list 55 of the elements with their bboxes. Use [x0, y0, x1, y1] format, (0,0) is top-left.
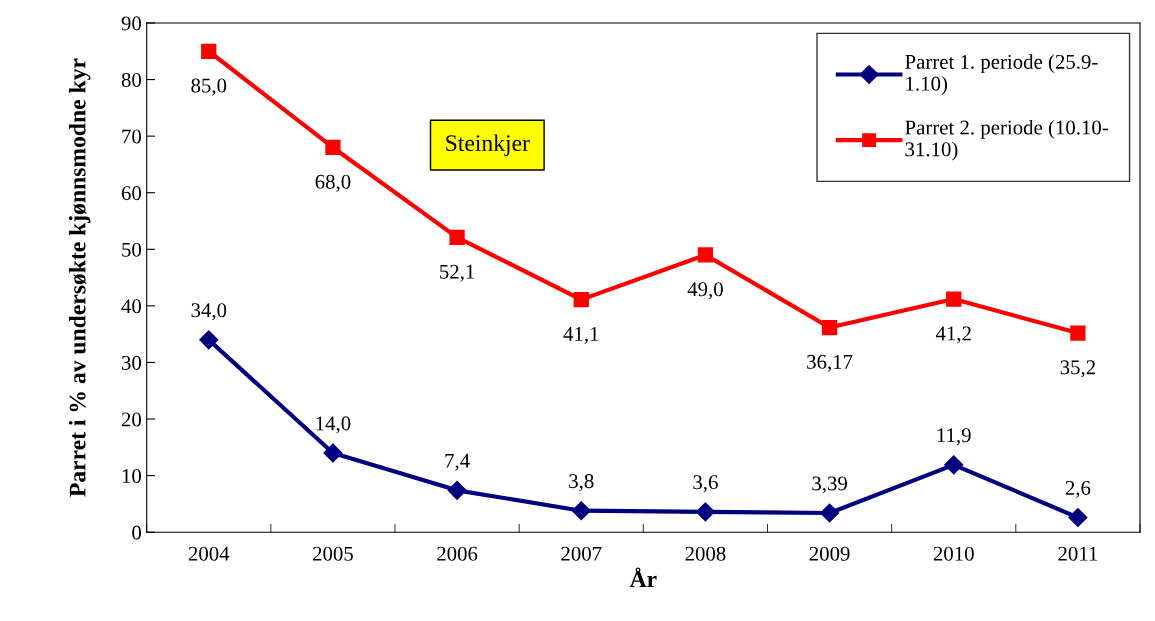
- data-label: 85,0: [191, 78, 227, 96]
- point: [1070, 325, 1086, 341]
- y-tick-label: 10: [122, 468, 142, 484]
- data-label: 2,6: [1065, 480, 1091, 498]
- point: [695, 502, 715, 522]
- x-tick-label: 2007: [561, 546, 602, 561]
- legend-label: Parret 2. periode (10.10- 31.10): [905, 119, 1108, 161]
- y-tick-label: 70: [122, 129, 142, 144]
- x-tick-label: 2005: [313, 546, 353, 561]
- point: [449, 229, 465, 246]
- point: [821, 319, 838, 336]
- data-label: 3,8: [569, 474, 594, 492]
- data-label: 41,2: [935, 326, 971, 344]
- x-tick-label: 2009: [809, 546, 850, 561]
- point: [199, 330, 219, 350]
- y-axis-title: Parret i % av undersøkte kjønnsmodne kyr: [68, 58, 91, 497]
- y-tick-label: 80: [121, 72, 142, 87]
- point: [1068, 507, 1088, 528]
- y-tick-label: 60: [121, 186, 142, 201]
- data-label: 14,0: [316, 416, 351, 434]
- point: [323, 443, 343, 463]
- data-label: 3,39: [812, 476, 847, 494]
- point: [573, 292, 589, 308]
- x-tick-label: 2008: [685, 546, 726, 561]
- point: [820, 503, 840, 523]
- legend-label: Parret 1. periode (25.9- 1.10): [905, 54, 1098, 95]
- data-label: 7,4: [445, 453, 470, 471]
- data-label: 36,17: [807, 354, 853, 372]
- point: [697, 247, 714, 263]
- annotation: Steinkjer: [446, 134, 530, 156]
- point: [944, 455, 964, 475]
- point: [946, 291, 962, 307]
- y-tick-label: 30: [121, 355, 142, 370]
- y-tick-label: 20: [121, 412, 142, 427]
- data-label: 11,9: [937, 428, 971, 446]
- point: [325, 139, 341, 156]
- data-label: 35,2: [1060, 360, 1095, 378]
- data-label: 49,0: [687, 282, 723, 300]
- data-label: 34,0: [191, 303, 227, 321]
- x-tick-label: 2011: [1058, 546, 1098, 561]
- data-label: 41,1: [563, 327, 599, 344]
- point: [571, 501, 591, 521]
- point: [201, 43, 217, 59]
- data-label: 68,0: [315, 174, 351, 192]
- y-tick-label: 50: [122, 242, 142, 257]
- data-label: 3,6: [693, 475, 718, 493]
- y-tick-label: 40: [121, 299, 142, 314]
- x-tick-label: 2010: [933, 546, 974, 561]
- y-tick-label: 0: [132, 525, 142, 540]
- x-tick-label: 2004: [188, 546, 230, 561]
- x-tick-label: 2006: [437, 546, 478, 561]
- data-label: 52,1: [440, 264, 475, 282]
- y-tick-label: 90: [121, 16, 142, 31]
- point: [447, 480, 467, 500]
- x-axis-title: År: [629, 567, 657, 587]
